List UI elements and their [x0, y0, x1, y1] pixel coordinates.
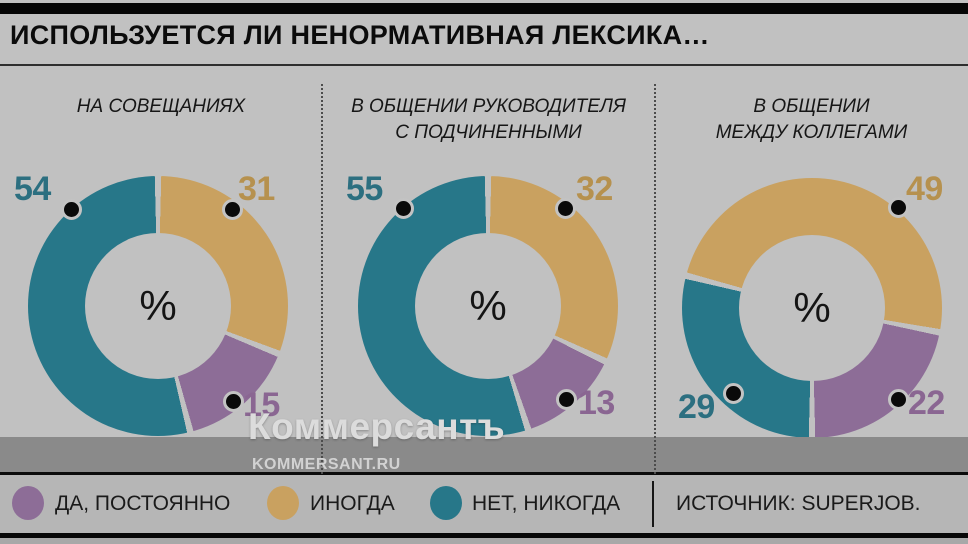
value-label-meetings-always: 15	[243, 386, 280, 424]
value-marker-dot	[555, 198, 576, 219]
watermark-band	[0, 437, 968, 475]
source-label: ИСТОЧНИК: SUPERJOB.	[676, 492, 921, 515]
section-divider-1	[321, 84, 323, 474]
subtitle-line: В ОБЩЕНИИ РУКОВОДИТЕЛЯ	[351, 96, 626, 117]
legend-swatch-inogda	[267, 486, 299, 520]
value-marker-dot	[223, 391, 244, 412]
value-label-colleagues-always: 22	[908, 384, 945, 422]
value-marker-dot	[556, 389, 577, 410]
subtitle-line: НА СОВЕЩАНИЯХ	[76, 96, 246, 117]
value-label-meetings-sometimes: 31	[238, 170, 275, 208]
legend-swatch-da-postoyanno	[12, 486, 44, 520]
subtitle-line: МЕЖДУ КОЛЛЕГАМИ	[715, 122, 908, 143]
value-marker-dot	[393, 198, 414, 219]
watermark-brand: Коммерсантъ	[248, 406, 506, 447]
value-label-meetings-never: 54	[14, 170, 51, 208]
value-marker-dot	[723, 383, 744, 404]
top-black-bar	[0, 3, 968, 14]
legend-label-da-postoyanno: ДА, ПОСТОЯННО	[55, 492, 231, 515]
donut-chart-meetings: %	[28, 176, 288, 436]
donut-chart-colleagues: %	[682, 178, 942, 438]
legend-label-net-nikogda: НЕТ, НИКОГДА	[472, 492, 621, 515]
bottom-black-rule	[0, 533, 968, 538]
legend-row	[0, 475, 968, 533]
subtitle-line: С ПОДЧИНЕННЫМИ	[395, 122, 582, 143]
percent-symbol: %	[469, 282, 507, 329]
value-marker-dot	[888, 389, 909, 410]
value-label-colleagues-never: 29	[678, 388, 715, 426]
value-marker-dot	[222, 199, 243, 220]
value-label-boss-never: 55	[346, 170, 383, 208]
page-title: ИСПОЛЬЗУЕТСЯ ЛИ НЕНОРМАТИВНАЯ ЛЕКСИКА…	[10, 20, 710, 50]
chart-subtitle-boss-subordinates: В ОБЩЕНИИ РУКОВОДИТЕЛЯ С ПОДЧИНЕННЫМИ	[322, 94, 655, 146]
value-marker-dot	[61, 199, 82, 220]
donut-hole: %	[739, 235, 885, 381]
value-label-boss-always: 13	[578, 384, 615, 422]
section-divider-2	[654, 84, 656, 474]
title-divider	[0, 64, 968, 66]
value-label-boss-sometimes: 32	[576, 170, 613, 208]
legend-source-divider	[652, 481, 654, 527]
legend-label-inogda: ИНОГДА	[310, 492, 395, 515]
value-marker-dot	[888, 197, 909, 218]
subtitle-line: В ОБЩЕНИИ	[753, 96, 870, 117]
chart-subtitle-meetings: НА СОВЕЩАНИЯХ	[0, 94, 322, 120]
donut-hole: %	[415, 233, 561, 379]
value-label-colleagues-sometimes: 49	[906, 170, 943, 208]
legend-swatch-net-nikogda	[430, 486, 462, 520]
donut-chart-boss-subordinates: %	[358, 176, 618, 436]
donut-hole: %	[85, 233, 231, 379]
chart-subtitle-colleagues: В ОБЩЕНИИ МЕЖДУ КОЛЛЕГАМИ	[655, 94, 968, 146]
percent-symbol: %	[139, 282, 177, 329]
bottom-gray-strip	[0, 538, 968, 544]
watermark-site: KOMMERSANT.RU	[252, 456, 401, 473]
percent-symbol: %	[793, 284, 831, 331]
